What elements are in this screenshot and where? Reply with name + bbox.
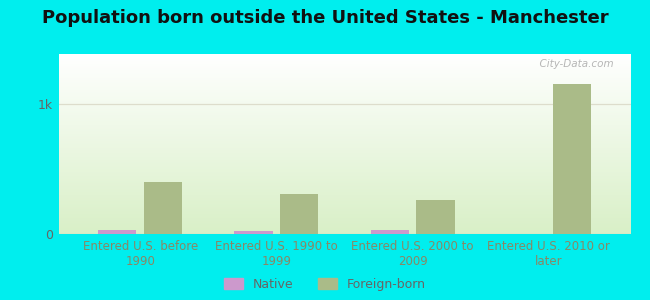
Bar xyxy=(144,182,182,234)
Bar xyxy=(417,200,454,234)
Bar xyxy=(98,230,136,234)
Text: Population born outside the United States - Manchester: Population born outside the United State… xyxy=(42,9,608,27)
Bar xyxy=(552,84,591,234)
Legend: Native, Foreign-born: Native, Foreign-born xyxy=(224,278,426,291)
Bar xyxy=(370,230,409,234)
Bar xyxy=(235,231,272,234)
Bar xyxy=(280,194,318,234)
Text: City-Data.com: City-Data.com xyxy=(533,59,614,69)
